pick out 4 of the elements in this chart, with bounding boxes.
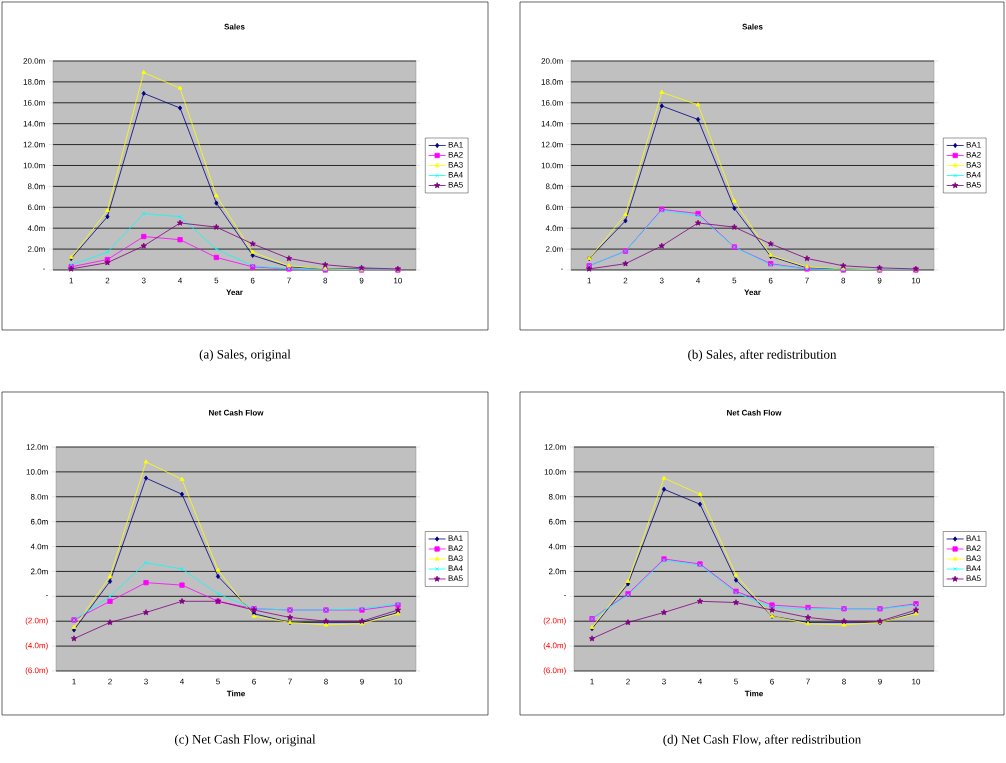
text: (d) Net Cash Flow, after redistribution: [663, 734, 862, 747]
text: (c) Net Cash Flow, original: [174, 734, 316, 747]
text: (b) Sales, after redistribution: [688, 349, 837, 362]
text: (a) Sales, original: [199, 349, 291, 362]
